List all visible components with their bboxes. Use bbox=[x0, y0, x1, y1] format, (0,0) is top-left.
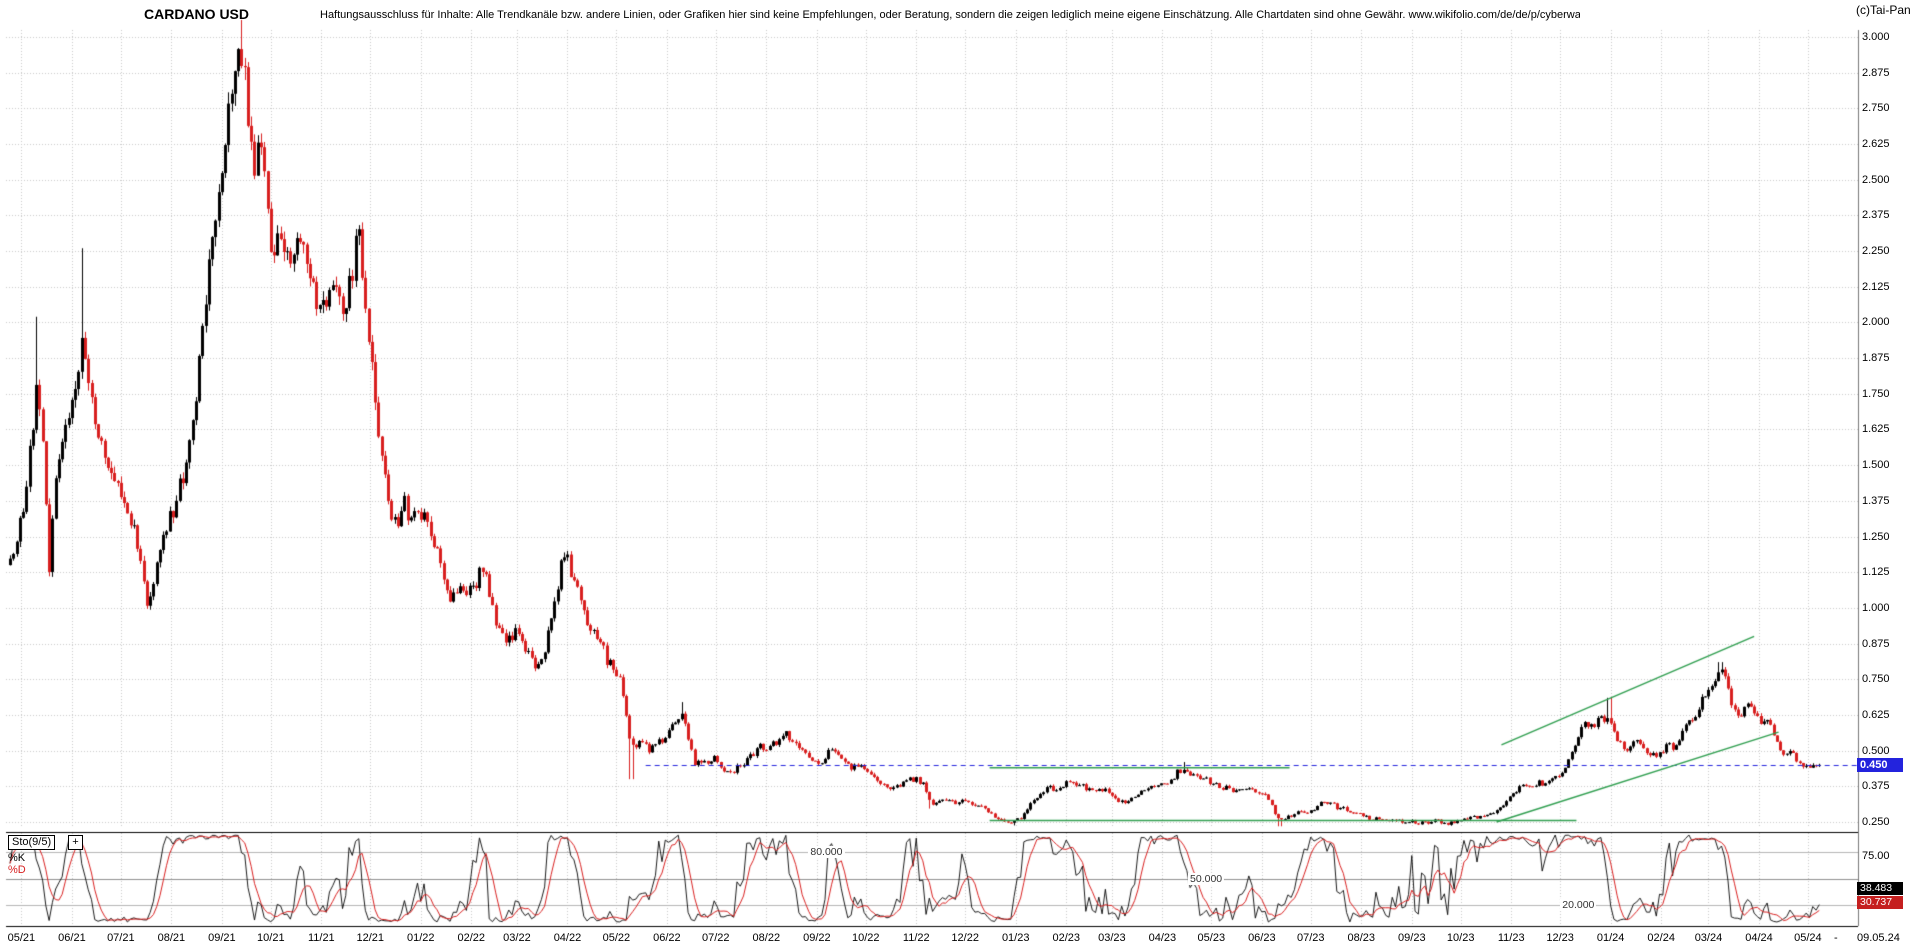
price-tick-label: 1.625 bbox=[1862, 423, 1890, 436]
indicator-expand-icon[interactable]: + bbox=[68, 835, 83, 850]
month-tick-label: 11/23 bbox=[1497, 932, 1525, 944]
month-tick-label: 12/22 bbox=[951, 932, 979, 944]
price-tick-label: 0.375 bbox=[1862, 780, 1890, 793]
stochastic-d-label: %D bbox=[8, 864, 26, 876]
price-tick-label: 2.750 bbox=[1862, 102, 1890, 115]
month-tick-label: 09/21 bbox=[208, 932, 236, 944]
month-tick-label: 06/23 bbox=[1248, 932, 1276, 944]
chart-title: CARDANO USD bbox=[144, 6, 249, 22]
month-tick-label: 10/21 bbox=[257, 932, 285, 944]
month-tick-label: 01/23 bbox=[1001, 932, 1030, 944]
month-tick-label: 05/24 bbox=[1794, 932, 1822, 944]
price-tick-label: 1.875 bbox=[1862, 352, 1890, 365]
indicator-settings-button[interactable]: Sto(9/5) bbox=[8, 835, 56, 850]
month-tick-label: 02/24 bbox=[1647, 932, 1675, 944]
month-tick-label: 05/21 bbox=[7, 932, 36, 944]
time-axis-end-date: 09.05.24 bbox=[1857, 932, 1900, 944]
month-tick-label: 05/23 bbox=[1197, 932, 1226, 944]
price-tick-label: 0.875 bbox=[1862, 637, 1890, 650]
price-tick-label: 2.000 bbox=[1862, 316, 1890, 329]
stochastic-level-label: 50.000 bbox=[1188, 872, 1225, 885]
price-tick-label: 1.750 bbox=[1862, 387, 1890, 400]
month-tick-label: 07/21 bbox=[107, 932, 135, 944]
price-tick-label: 1.125 bbox=[1862, 566, 1890, 579]
stochastic-axis-tick: 75.00 bbox=[1862, 850, 1890, 862]
price-tick-label: 1.250 bbox=[1862, 530, 1890, 543]
month-tick-label: 09/23 bbox=[1398, 932, 1426, 944]
price-tick-label: 1.500 bbox=[1862, 459, 1890, 472]
indicator-name-label: Sto(9/5) bbox=[12, 836, 52, 848]
month-tick-label: 05/22 bbox=[602, 932, 631, 944]
price-tick-label: 1.375 bbox=[1862, 494, 1890, 507]
month-tick-label: 02/22 bbox=[457, 932, 486, 944]
price-tick-label: 0.625 bbox=[1862, 708, 1890, 721]
price-tick-label: 2.125 bbox=[1862, 280, 1890, 293]
month-tick-label: 01/24 bbox=[1596, 932, 1625, 944]
month-tick-label: 08/23 bbox=[1347, 932, 1376, 944]
copyright-credit: (c)Tai-Pan bbox=[1856, 3, 1911, 17]
month-tick-label: 04/24 bbox=[1745, 932, 1773, 944]
month-tick-label: 06/22 bbox=[653, 932, 681, 944]
month-tick-label: 02/23 bbox=[1052, 932, 1080, 944]
month-tick-label: 11/22 bbox=[902, 932, 930, 944]
stochastic-level-label: 80.000 bbox=[808, 846, 845, 859]
price-tick-label: 0.250 bbox=[1862, 815, 1890, 828]
month-tick-label: 12/23 bbox=[1546, 932, 1574, 944]
month-tick-label: 03/23 bbox=[1098, 932, 1126, 944]
month-tick-label: 08/22 bbox=[752, 932, 781, 944]
month-tick-label: 10/23 bbox=[1446, 932, 1475, 944]
month-tick-label: 03/24 bbox=[1694, 932, 1723, 944]
stochastic-k-value-tag: 38.483 bbox=[1857, 882, 1903, 895]
month-tick-label: 11/21 bbox=[307, 932, 335, 944]
price-tick-label: 1.000 bbox=[1862, 601, 1890, 614]
month-tick-label: 07/22 bbox=[702, 932, 730, 944]
time-axis-end-dash: - bbox=[1834, 932, 1838, 944]
price-tick-label: 2.625 bbox=[1862, 138, 1890, 151]
month-tick-label: 10/22 bbox=[851, 932, 880, 944]
stochastic-k-label: %K bbox=[8, 852, 26, 864]
disclaimer-text: Haftungsausschluss für Inhalte: Alle Tre… bbox=[320, 9, 1580, 21]
month-tick-label: 04/22 bbox=[553, 932, 582, 944]
price-tick-label: 0.750 bbox=[1862, 673, 1890, 686]
month-tick-label: 03/22 bbox=[503, 932, 531, 944]
stochastic-level-label: 20.000 bbox=[1560, 898, 1597, 911]
price-tick-label: 2.375 bbox=[1862, 209, 1890, 222]
month-tick-label: 01/22 bbox=[406, 932, 435, 944]
month-tick-label: 06/21 bbox=[58, 932, 86, 944]
price-tick-label: 3.000 bbox=[1862, 31, 1890, 43]
month-tick-label: 07/23 bbox=[1296, 932, 1325, 944]
month-tick-label: 09/22 bbox=[803, 932, 831, 944]
price-tick-label: 2.250 bbox=[1862, 245, 1890, 258]
price-tick-label: 0.500 bbox=[1862, 744, 1890, 757]
month-tick-label: 12/21 bbox=[356, 932, 384, 944]
month-tick-label: 04/23 bbox=[1148, 932, 1177, 944]
price-tick-label: 2.500 bbox=[1862, 173, 1890, 186]
price-tick-label: 2.875 bbox=[1862, 66, 1890, 79]
current-price-tag: 0.450 bbox=[1857, 758, 1903, 772]
month-tick-label: 08/21 bbox=[157, 932, 186, 944]
stochastic-d-value-tag: 30.737 bbox=[1857, 896, 1903, 909]
